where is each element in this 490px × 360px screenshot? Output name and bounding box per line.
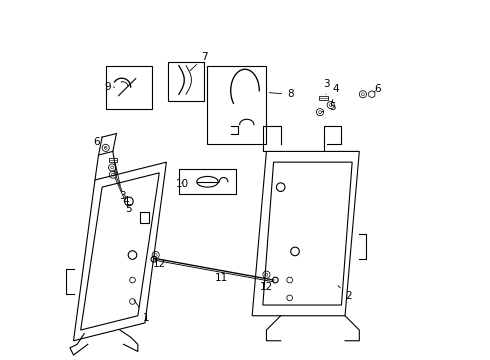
Text: 5: 5: [321, 102, 336, 112]
Text: 12: 12: [260, 282, 273, 292]
Bar: [179, 169, 236, 194]
Text: 4: 4: [332, 84, 339, 102]
Text: 2: 2: [338, 285, 352, 301]
Bar: [207, 66, 267, 144]
Text: 5: 5: [115, 178, 132, 213]
Bar: [106, 66, 152, 109]
Text: 8: 8: [269, 89, 294, 99]
Text: 9: 9: [104, 82, 115, 92]
Text: 3: 3: [323, 78, 329, 94]
Text: 6: 6: [374, 84, 381, 94]
Text: 10: 10: [175, 179, 189, 189]
Text: 3: 3: [115, 163, 126, 201]
Text: 7: 7: [190, 52, 208, 71]
Text: 11: 11: [215, 273, 228, 283]
Bar: [109, 158, 117, 162]
Bar: [140, 212, 148, 223]
Text: 4: 4: [114, 171, 129, 206]
Text: 1: 1: [134, 300, 150, 323]
Bar: [319, 96, 328, 100]
Text: 12: 12: [153, 259, 166, 269]
Bar: [168, 62, 204, 102]
Text: 6: 6: [93, 138, 106, 148]
